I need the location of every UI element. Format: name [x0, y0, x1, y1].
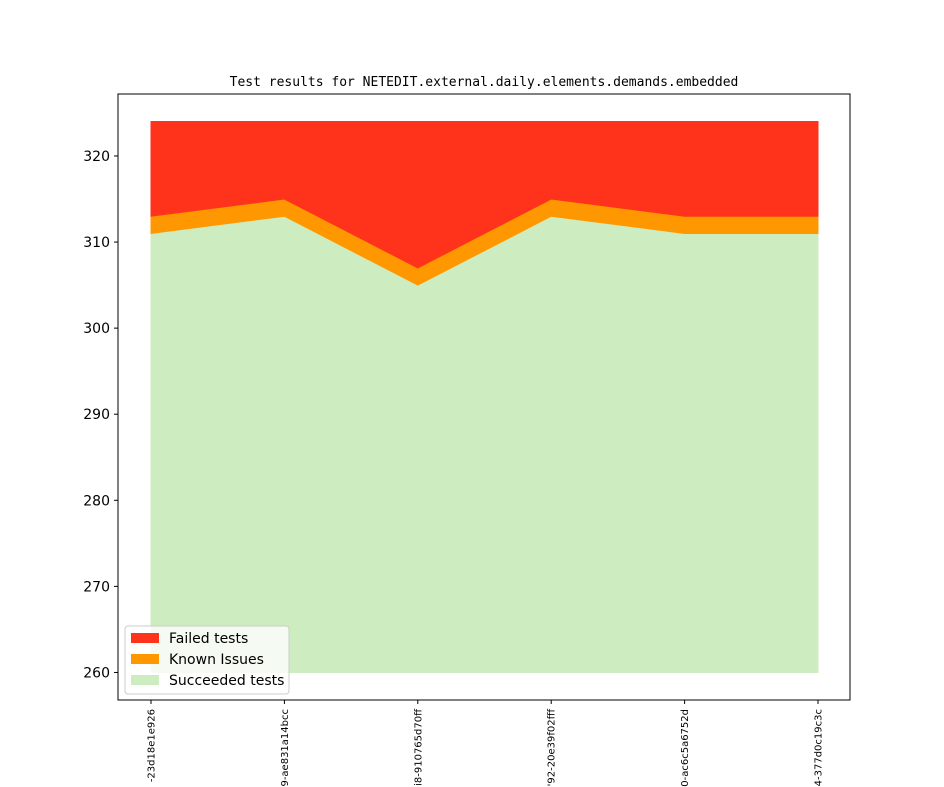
y-tick-label: 300: [83, 321, 110, 337]
x-tick-label: 0-ac6c5a6752d: [680, 709, 691, 787]
chart-title: Test results for NETEDIT.external.daily.…: [230, 75, 739, 90]
y-tick-label: 270: [83, 579, 110, 595]
x-tick-label: -23d18e1e926: [147, 709, 158, 782]
legend-swatch-succeeded-tests: [131, 675, 159, 685]
y-tick-label: 260: [83, 665, 110, 681]
x-tick-label: 9-ae831a14bcc: [280, 709, 291, 787]
y-axis: 260 270 280 290 300 310 320: [83, 149, 118, 681]
area-failed-tests: [150, 121, 819, 269]
y-tick-label: 290: [83, 407, 110, 423]
legend-box: [124, 625, 290, 695]
y-tick-label: 320: [83, 149, 110, 165]
legend-label-succeeded-tests: Succeeded tests: [169, 673, 284, 689]
legend-swatch-known-issues: [131, 654, 159, 664]
legend: Failed tests Known Issues Succeeded tests: [124, 625, 290, 695]
y-tick-label: 310: [83, 235, 110, 251]
x-tick-label: '92-20e39f02fff: [547, 709, 558, 787]
x-tick-label: 4-377d0c19c3c: [814, 709, 825, 786]
x-axis: -23d18e1e926 9-ae831a14bcc i8-910765d70ff '…: [147, 700, 825, 787]
x-tick-label: i8-910765d70ff: [413, 708, 424, 786]
legend-label-failed-tests: Failed tests: [169, 631, 248, 647]
y-tick-label: 280: [83, 493, 110, 509]
area-succeeded-tests: [150, 215, 819, 673]
plot-frame: [117, 93, 851, 701]
legend-label-known-issues: Known Issues: [169, 652, 264, 668]
legend-swatch-failed-tests: [131, 633, 159, 643]
plot-areas: [150, 121, 819, 673]
